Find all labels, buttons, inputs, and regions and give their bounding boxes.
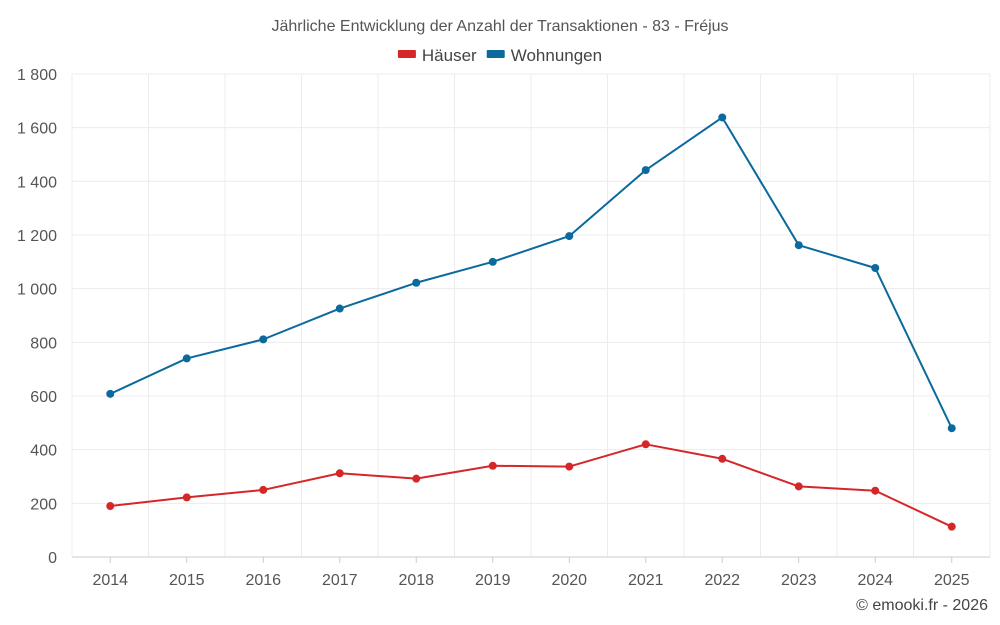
legend-swatch [486,50,505,58]
y-tick-label: 1 600 [17,121,57,138]
grid [71,73,991,557]
x-tick-label: 2014 [92,572,128,589]
legend[interactable]: Häuser Wohnungen [397,46,602,65]
x-tick-label: 2021 [628,572,664,589]
data-point[interactable] [718,454,727,463]
data-point[interactable] [259,335,268,344]
x-tick-label: 2016 [245,572,281,589]
x-tick-label: 2023 [781,572,817,589]
x-tick-label: 2022 [704,572,740,589]
x-tick-label: 2015 [169,572,205,589]
data-point[interactable] [565,462,574,471]
data-point[interactable] [259,485,268,494]
data-point[interactable] [182,493,191,502]
y-tick-label: 800 [30,335,57,352]
data-point[interactable] [947,522,956,531]
data-point[interactable] [718,113,727,122]
y-tick-label: 600 [30,389,57,406]
x-tick-label: 2018 [398,572,434,589]
data-point[interactable] [565,232,574,241]
y-tick-label: 200 [30,496,57,513]
y-tick-label: 1 200 [17,228,57,245]
x-tick-label: 2017 [322,572,358,589]
x-tick-label: 2024 [857,572,893,589]
legend-swatch [397,50,416,58]
chart-title: Jährliche Entwicklung der Anzahl der Tra… [271,18,728,35]
data-point[interactable] [412,278,421,287]
x-tick-label: 2019 [475,572,511,589]
series-line-2 [109,116,953,429]
credit-text: © emooki.fr - 2026 [856,597,988,614]
legend-item-2[interactable]: Wohnungen [486,46,602,65]
data-point[interactable] [488,461,497,470]
data-point[interactable] [641,440,650,449]
data-point[interactable] [106,389,115,398]
x-tick-label: 2020 [551,572,587,589]
legend-item-1[interactable]: Häuser [397,46,477,65]
y-tick-label: 1 800 [17,67,57,84]
axes: 0 200 400 600 800 1 000 1 200 1 400 1 600 1 800 20… [17,67,990,589]
legend-label: Wohnungen [511,46,602,65]
data-point[interactable] [412,474,421,483]
data-point[interactable] [794,482,803,491]
legend-label: Häuser [422,46,477,65]
data-point[interactable] [106,502,115,511]
data-point[interactable] [182,354,191,363]
y-tick-label: 1 400 [17,174,57,191]
data-point[interactable] [871,264,880,273]
y-tick-label: 400 [30,443,57,460]
data-point[interactable] [794,241,803,250]
data-point[interactable] [335,469,344,478]
data-point[interactable] [488,257,497,266]
series-line-1 [110,443,953,528]
series [106,113,956,531]
data-point[interactable] [871,486,880,495]
y-tick-label: 1 000 [17,282,57,299]
data-point[interactable] [947,424,956,433]
x-tick-label: 2025 [934,572,970,589]
y-tick-label: 0 [48,550,57,567]
data-point[interactable] [335,304,344,313]
data-point[interactable] [641,166,650,175]
